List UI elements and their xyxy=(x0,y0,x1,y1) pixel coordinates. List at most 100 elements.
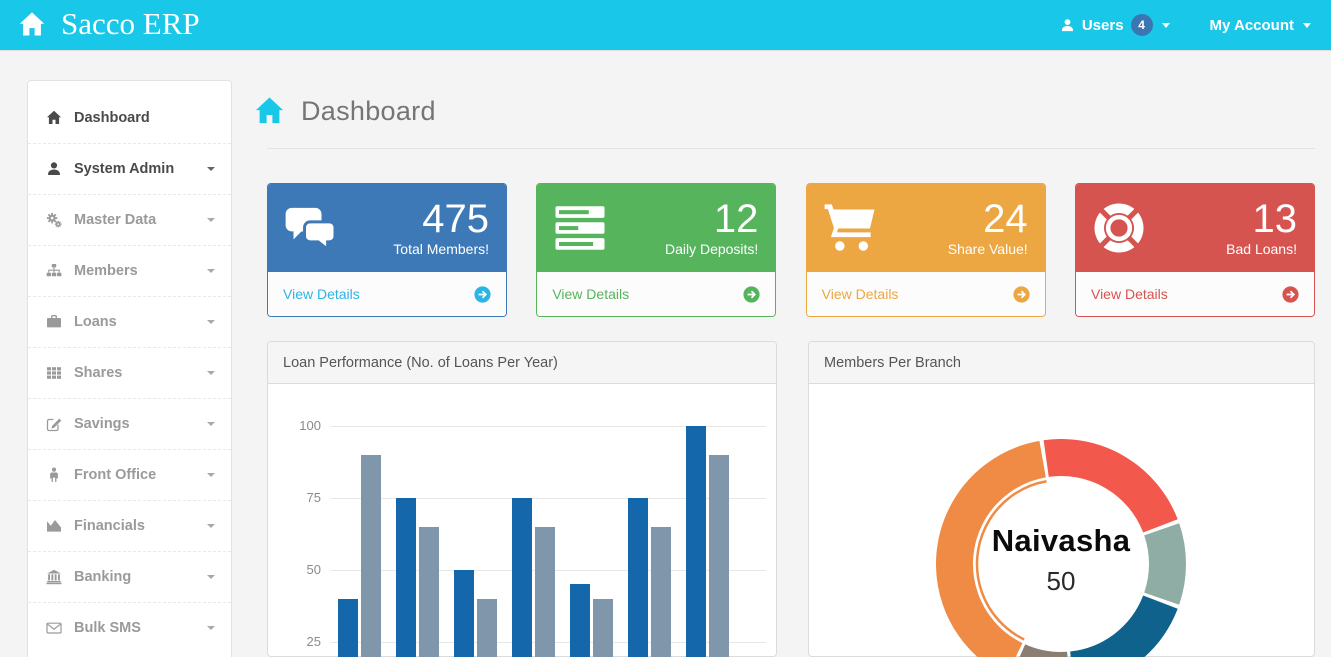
sidebar-item-dashboard[interactable]: Dashboard xyxy=(28,92,231,143)
user-icon xyxy=(45,161,63,178)
edit-icon xyxy=(45,416,63,433)
chevron-down-icon xyxy=(207,320,215,324)
donut-segment-naivasha[interactable] xyxy=(936,439,1186,657)
sidebar-item-label: Financials xyxy=(74,518,145,534)
stat-value: 24 xyxy=(983,197,1028,242)
panel-heading: Loan Performance (No. of Loans Per Year) xyxy=(268,342,776,384)
nav-my-account-dropdown[interactable]: My Account xyxy=(1210,17,1311,34)
brand-title: Sacco ERP xyxy=(61,5,200,41)
stat-label: Daily Deposits! xyxy=(664,240,759,257)
sidebar-item-master-data[interactable]: Master Data xyxy=(28,194,231,245)
stat-label: Bad Loans! xyxy=(1226,240,1297,257)
nav-users-dropdown[interactable]: Users 4 xyxy=(1060,14,1170,36)
bar-series-1-group-0[interactable] xyxy=(338,598,358,657)
brand[interactable]: Sacco ERP xyxy=(18,8,200,43)
bar-series-2-group-6[interactable] xyxy=(709,454,729,657)
stat-value: 12 xyxy=(713,197,759,242)
loan-performance-chart: 100 75 50 25 xyxy=(268,384,776,657)
sidebar-item-shares[interactable]: Shares xyxy=(28,347,231,398)
my-account-label: My Account xyxy=(1209,16,1294,34)
view-details-link[interactable]: View Details xyxy=(1075,272,1314,316)
bar-series-2-group-4[interactable] xyxy=(593,598,613,657)
arrow-circle-right-icon xyxy=(743,285,760,303)
view-details-link[interactable]: View Details xyxy=(268,272,506,316)
sidebar-item-front-office[interactable]: Front Office xyxy=(28,449,231,500)
bar-series-1-group-2[interactable] xyxy=(454,570,474,657)
cart-icon xyxy=(822,200,878,256)
stat-card-share-value: 24 Share Value! View Details xyxy=(805,183,1046,317)
bar-group-2 xyxy=(454,426,497,657)
panel-heading: Members Per Branch xyxy=(809,342,1314,384)
bar-series-2-group-5[interactable] xyxy=(651,526,671,657)
stat-label: Share Value! xyxy=(947,240,1028,257)
gridline-100: 100 xyxy=(299,418,766,433)
sidebar-item-members[interactable]: Members xyxy=(28,245,231,296)
bar-series-2-group-0[interactable] xyxy=(361,454,381,657)
y-tick-label: 100 xyxy=(299,418,321,433)
bar-series-2-group-1[interactable] xyxy=(419,526,439,657)
chevron-down-icon xyxy=(1303,22,1311,28)
stat-value: 13 xyxy=(1252,197,1297,242)
arrow-circle-right-icon xyxy=(1013,285,1030,303)
stat-card-meta: 12 Daily Deposits! xyxy=(665,199,758,257)
donut-segment-1[interactable] xyxy=(936,439,1186,657)
donut-segment-3[interactable] xyxy=(936,439,1186,657)
view-details-link[interactable]: View Details xyxy=(537,272,776,316)
users-count-badge: 4 xyxy=(1130,14,1153,36)
sidebar-item-bulk-sms[interactable]: Bulk SMS xyxy=(28,602,231,653)
stat-card-body: 475 Total Members! xyxy=(268,184,506,272)
bar-series-1-group-3[interactable] xyxy=(512,498,532,657)
bar-series-2-group-2[interactable] xyxy=(477,598,497,657)
bar-series-1-group-6[interactable] xyxy=(686,426,706,657)
bar-series-1-group-1[interactable] xyxy=(396,498,416,657)
comments-icon xyxy=(283,200,339,256)
sidebar-item-financials[interactable]: Financials xyxy=(28,500,231,551)
sidebar-item-loans[interactable]: Loans xyxy=(28,296,231,347)
stat-card-body: 24 Share Value! xyxy=(806,184,1045,272)
stat-cards-row: 475 Total Members! View Details 12 Daily Dep… xyxy=(267,183,1315,317)
y-tick-label: 75 xyxy=(306,490,321,505)
sidebar-item-label: Dashboard xyxy=(74,109,150,126)
briefcase-icon xyxy=(45,314,63,331)
chevron-down-icon xyxy=(207,167,215,171)
sidebar-item-system-admin[interactable]: System Admin xyxy=(28,143,231,194)
chevron-down-icon xyxy=(1161,22,1170,28)
bar-group-6 xyxy=(686,426,729,657)
donut-svg xyxy=(936,439,1186,657)
bar-group-0 xyxy=(338,426,381,657)
navbar-right: Users 4 My Account xyxy=(1060,14,1311,36)
sidebar-item-banking[interactable]: Banking xyxy=(28,551,231,602)
sidebar-item-label: System Admin xyxy=(74,161,175,177)
chevron-down-icon xyxy=(207,473,215,477)
bank-icon xyxy=(45,569,63,586)
bar-group-3 xyxy=(512,426,555,657)
bar-series-1-group-5[interactable] xyxy=(628,498,648,657)
person-icon xyxy=(45,467,63,484)
main-content: Dashboard 475 Total Members! View Details 1… xyxy=(255,80,1315,657)
sidebar-item-label: Master Data xyxy=(74,212,157,228)
members-per-branch-panel: Members Per Branch Naivasha 50 xyxy=(808,341,1315,657)
home-icon xyxy=(18,11,46,39)
chevron-down-icon xyxy=(207,626,215,630)
sidebar-item-label: Bulk SMS xyxy=(74,620,141,636)
bar-series-2-group-3[interactable] xyxy=(535,526,555,657)
chevron-down-icon xyxy=(207,371,215,375)
sidebar-menu: Dashboard System Admin Master Data Members L… xyxy=(28,92,231,653)
view-details-label: View Details xyxy=(821,286,899,302)
page-title-text: Dashboard xyxy=(301,96,436,126)
sidebar-item-savings[interactable]: Savings xyxy=(28,398,231,449)
stat-card-daily-deposits: 12 Daily Deposits! View Details xyxy=(536,183,777,317)
stat-label: Total Members! xyxy=(393,240,489,257)
sidebar-item-label: Front Office xyxy=(74,467,157,483)
bar-group-1 xyxy=(396,426,439,657)
stat-card-body: 12 Daily Deposits! xyxy=(537,184,776,272)
stat-card-body: 13 Bad Loans! xyxy=(1075,184,1314,272)
top-navbar: Sacco ERP Users 4 My Account xyxy=(0,0,1331,50)
bar-plot: 100 75 50 25 xyxy=(299,418,766,657)
y-tick-label: 50 xyxy=(306,562,321,577)
view-details-link[interactable]: View Details xyxy=(806,272,1045,316)
bar-series-1-group-4[interactable] xyxy=(570,584,590,657)
stat-value: 475 xyxy=(422,197,489,242)
life-ring-icon xyxy=(1091,200,1147,256)
